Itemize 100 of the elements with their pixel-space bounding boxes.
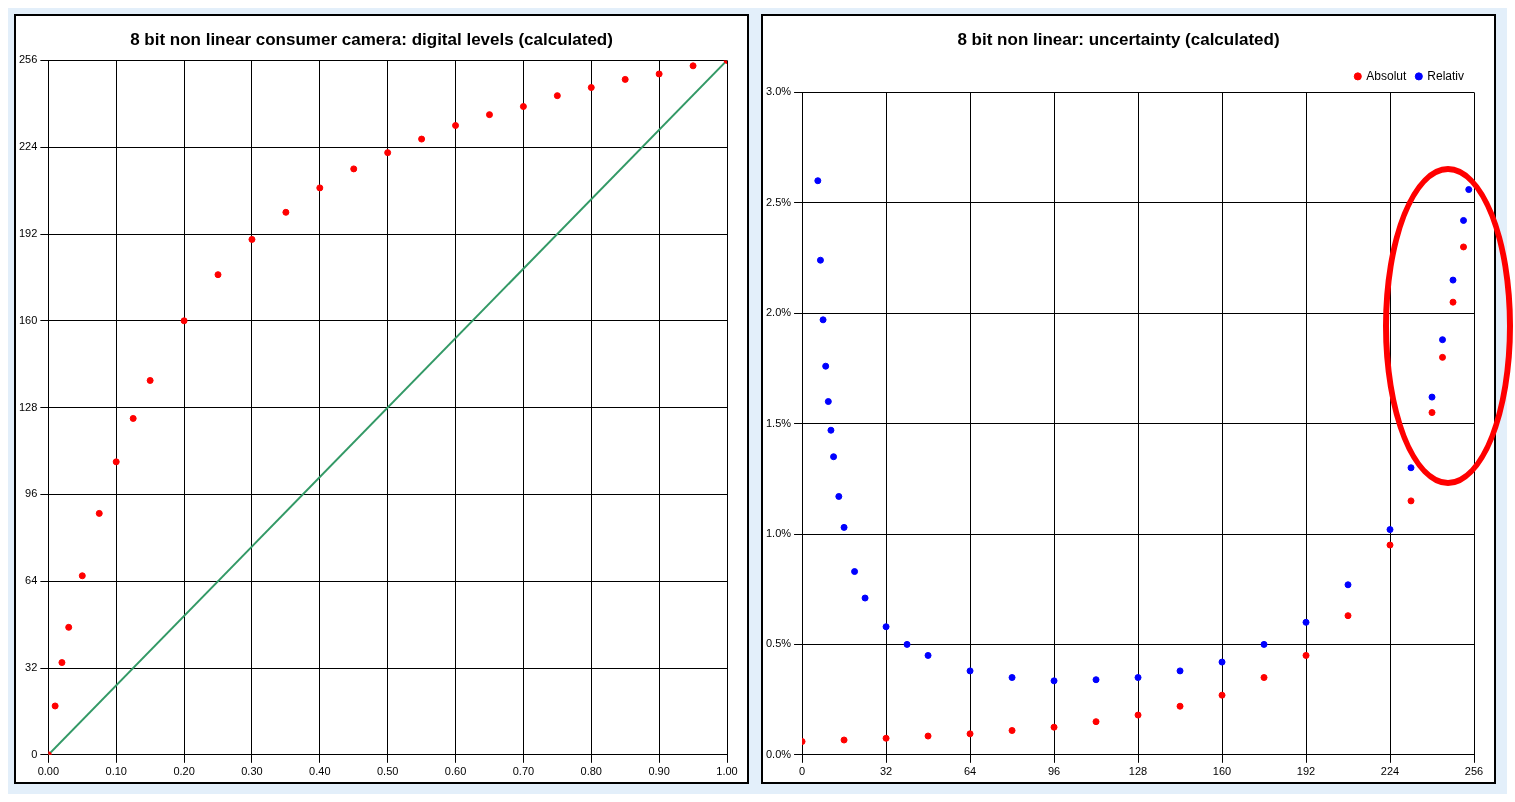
point [1218, 691, 1226, 699]
point [924, 732, 932, 740]
point [418, 135, 426, 143]
point [840, 523, 848, 531]
x-tick-label: 0.60 [444, 765, 467, 778]
x-tick-label: 0.50 [376, 765, 399, 778]
point [816, 256, 824, 264]
point [966, 730, 974, 738]
point [587, 84, 595, 92]
x-tick-label: 256 [1464, 765, 1484, 778]
point [112, 458, 120, 466]
point [1260, 640, 1268, 648]
point [1465, 186, 1473, 194]
point [65, 623, 73, 631]
x-tick-label: 0.40 [309, 765, 331, 778]
point [282, 208, 290, 216]
point [1176, 702, 1184, 710]
point [819, 316, 827, 324]
point [1428, 409, 1436, 417]
x-tick-label: 96 [1047, 765, 1061, 778]
x-tick-label: 0.00 [37, 765, 60, 778]
x-tick-label: 0.80 [580, 765, 602, 778]
point [1386, 526, 1394, 534]
point [1302, 618, 1310, 626]
y-tick-label: 2.5% [765, 195, 792, 208]
point [146, 376, 154, 384]
x-tick-label: 0.30 [241, 765, 263, 778]
point [1449, 276, 1457, 284]
point [824, 398, 832, 406]
y-tick-label: 96 [25, 487, 38, 500]
y-tick-label: 2.0% [765, 306, 792, 319]
y-tick-label: 0 [31, 747, 38, 760]
point [655, 70, 663, 78]
point [1218, 658, 1226, 666]
y-tick-label: 128 [18, 400, 38, 413]
point [1449, 298, 1457, 306]
x-tick-label: 1.00 [716, 765, 738, 778]
y-tick-label: 1.0% [765, 527, 792, 540]
x-tick-label: 128 [1128, 765, 1148, 778]
point [214, 271, 222, 279]
point [1134, 711, 1142, 719]
x-tick-label: 0.20 [173, 765, 195, 778]
point [1439, 353, 1446, 361]
point [689, 62, 697, 70]
chart-title: 8 bit non linear: uncertainty (calculated) [957, 29, 1280, 49]
y-tick-label: 1.5% [765, 416, 792, 429]
point [78, 572, 86, 580]
point [384, 149, 392, 157]
point [1008, 674, 1016, 682]
point [1008, 727, 1016, 735]
point [316, 184, 324, 192]
y-tick-label: 224 [18, 140, 38, 153]
point [882, 623, 890, 631]
y-tick-label: 64 [25, 574, 38, 587]
point [51, 702, 59, 710]
point [840, 736, 848, 744]
point [1050, 677, 1058, 685]
x-tick-label: 32 [879, 765, 893, 778]
point [1460, 243, 1467, 251]
y-tick-label: 0.0% [765, 747, 792, 760]
point [924, 651, 932, 659]
x-tick-label: 64 [963, 765, 977, 778]
point [830, 453, 838, 461]
point [851, 568, 859, 576]
point [58, 659, 66, 667]
x-tick-label: 224 [1380, 765, 1400, 778]
y-tick-label: 192 [18, 227, 38, 240]
point [1092, 718, 1100, 726]
x-tick-label: 160 [1212, 765, 1232, 778]
point [1407, 497, 1415, 505]
point [966, 667, 974, 675]
point [452, 122, 460, 129]
x-tick-label: 192 [1296, 765, 1316, 778]
y-tick-label: 256 [18, 53, 38, 66]
point [1407, 464, 1415, 472]
point [95, 509, 103, 517]
point [129, 414, 137, 422]
point [1050, 723, 1058, 731]
point [485, 111, 493, 119]
point [1134, 674, 1142, 682]
point [519, 103, 527, 111]
point [1092, 676, 1100, 684]
point [814, 177, 822, 185]
x-tick-label: 0.10 [105, 765, 127, 778]
y-tick-label: 32 [25, 661, 38, 674]
point [1344, 581, 1352, 589]
point [822, 362, 830, 370]
point [350, 165, 358, 173]
point [861, 594, 869, 602]
y-tick-label: 160 [18, 313, 38, 326]
point [621, 75, 629, 83]
point [180, 317, 188, 325]
y-tick-label: 3.0% [765, 85, 792, 98]
x-tick-label: 0 [799, 765, 806, 778]
point [827, 426, 835, 434]
x-tick-label: 0.90 [648, 765, 670, 778]
chart-title: 8 bit non linear consumer camera: digital levels (calculated) [130, 29, 613, 49]
point [882, 734, 890, 742]
legend-label: Relativ [1427, 68, 1465, 83]
point [835, 492, 843, 500]
